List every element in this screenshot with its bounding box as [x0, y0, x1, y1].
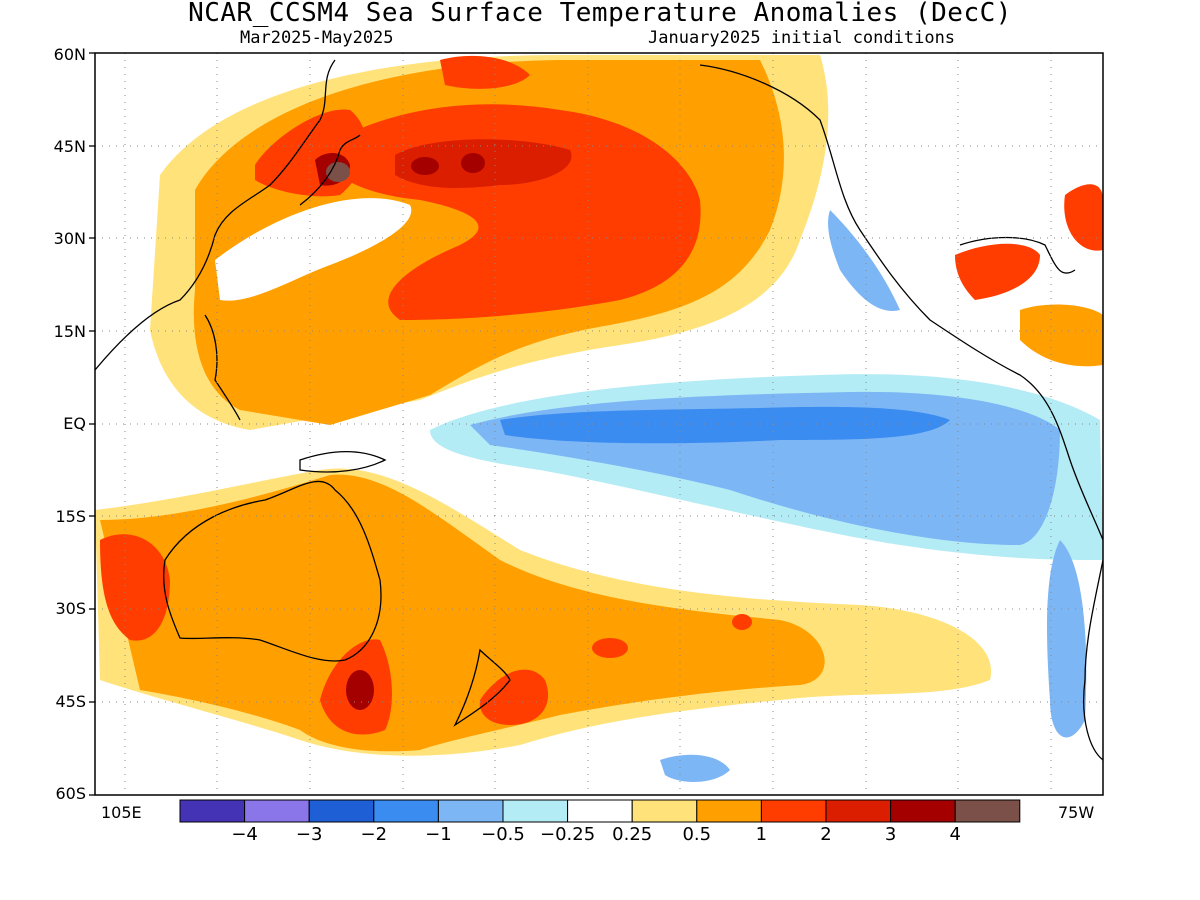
caribbean-warm: [1020, 304, 1103, 367]
atlantic-warm: [1064, 184, 1103, 251]
south-pacific-warm-spot-1: [592, 638, 628, 658]
colorbar-swatch: [179, 799, 246, 823]
forecast-period: Mar2025-May2025: [240, 28, 394, 48]
new-guinea-coast: [299, 451, 387, 473]
colorbar: [179, 799, 1021, 823]
colorbar-swatch: [631, 799, 698, 823]
lat-label-60n: 60N: [53, 45, 86, 64]
lat-label-15n: 15N: [53, 322, 86, 341]
colorbar-swatch: [567, 799, 633, 823]
colorbar-label: −0.5: [481, 824, 525, 845]
graticule: [95, 53, 1103, 795]
colorbar-label: −0.25: [540, 824, 596, 845]
equatorial-moderate-cool: [500, 406, 950, 444]
colorbar-swatch: [502, 799, 569, 823]
australia-coast: [163, 480, 382, 662]
subtropical-cool-band: [215, 198, 412, 301]
lat-label-30n: 30N: [53, 229, 86, 248]
colorbar-label: 4: [949, 824, 961, 845]
colorbar-label: 0.25: [612, 824, 653, 845]
colorbar-swatch: [308, 799, 375, 823]
lat-label-60s: 60S: [55, 784, 86, 803]
philippines-coast: [204, 314, 241, 421]
colorbar-label: 2: [820, 824, 832, 845]
coastlines: [95, 59, 1103, 761]
colorbar-swatch: [437, 799, 504, 823]
north-pacific-core-2: [461, 153, 485, 173]
asia-coast: [95, 59, 336, 371]
new-zealand-warm: [479, 669, 549, 725]
north-america-coast: [699, 64, 1103, 541]
lon-label-75w: 75W: [1058, 803, 1095, 822]
lat-label-eq: EQ: [63, 414, 86, 433]
chart-title: NCAR_CCSM4 Sea Surface Temperature Anoma…: [188, 0, 1012, 28]
tasman-core: [346, 670, 374, 710]
colorbar-label: −1: [425, 824, 452, 845]
lat-label-15s: 15S: [55, 507, 86, 526]
colorbar-label: −2: [360, 824, 388, 845]
peru-coast-cool: [1047, 540, 1087, 738]
colorbar-swatch: [373, 799, 439, 823]
california-coast-cool: [828, 210, 900, 311]
colorbar-swatch: [890, 799, 956, 823]
japan-coast: [299, 134, 361, 206]
south-pacific-warm: [100, 474, 825, 752]
colorbar-swatch: [696, 799, 762, 823]
lat-label-45n: 45N: [53, 137, 86, 156]
colorbar-label: −3: [295, 824, 323, 845]
colorbar-label: 3: [884, 824, 897, 845]
lat-ticks: [89, 52, 95, 796]
colorbar-label: −4: [231, 824, 258, 845]
colorbar-swatch: [954, 799, 1021, 823]
lon-label-105e: 105E: [101, 803, 142, 822]
new-zealand-coast: [453, 648, 511, 727]
colorbar-label: 0.5: [682, 824, 712, 845]
lat-label-30s: 30S: [55, 599, 86, 618]
kuroshio-max: [326, 162, 350, 182]
south-pacific-warm-spot-2: [732, 614, 752, 630]
colorbar-swatch: [760, 799, 827, 823]
colorbar-swatch: [825, 799, 892, 823]
southern-ocean-cool: [660, 754, 730, 782]
initial-conditions: January2025 initial conditions: [648, 28, 956, 48]
north-pacific-core-1: [411, 157, 439, 175]
west-australia-warm: [100, 534, 170, 641]
colorbar-label: 1: [755, 824, 768, 845]
gulf-warm: [955, 243, 1040, 300]
south-america-coast: [1083, 559, 1103, 761]
gulf-coast: [959, 236, 1076, 274]
colorbar-swatch: [244, 799, 310, 823]
bering-warm: [440, 55, 530, 89]
lat-label-45s: 45S: [55, 692, 86, 711]
